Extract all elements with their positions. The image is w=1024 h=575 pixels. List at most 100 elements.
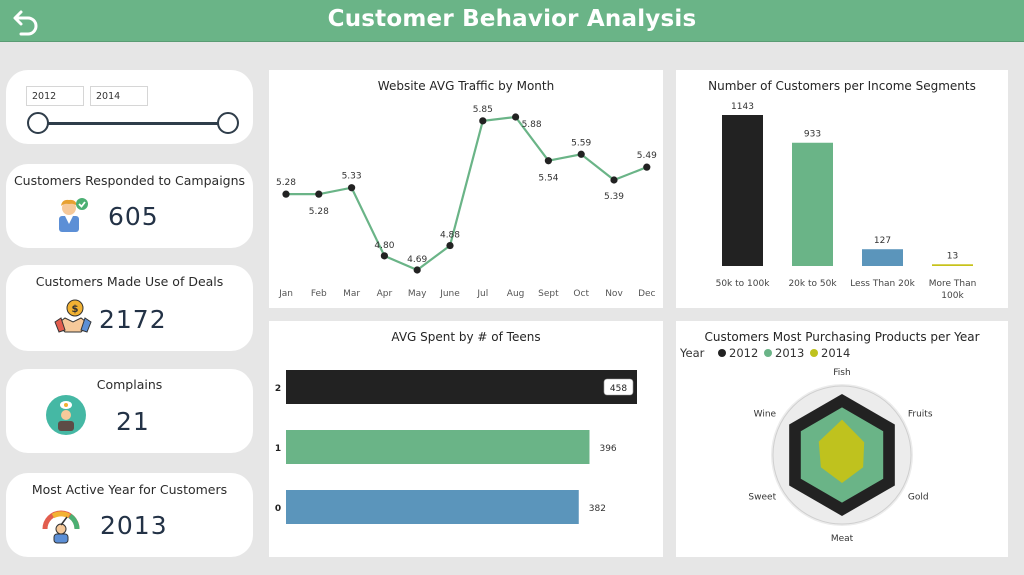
radar-series-2014 bbox=[818, 419, 865, 484]
deal-handshake-icon: $ bbox=[54, 299, 92, 333]
line-data-label: 5.39 bbox=[604, 192, 624, 202]
radar-axis-label: Gold bbox=[908, 493, 929, 503]
products-radar-chart: Year 2012 2013 2014 Fish Fruits Gold Meat Sweet W… bbox=[679, 346, 933, 544]
x-tick-label: 100k bbox=[941, 291, 964, 301]
x-tick-label: More Than bbox=[929, 279, 977, 289]
x-tick-label: Aug bbox=[507, 289, 525, 299]
kpi-card-active-year: Most Active Year for Customers 2013 bbox=[6, 473, 253, 557]
page-title: Customer Behavior Analysis bbox=[327, 6, 697, 32]
person-approve-icon bbox=[59, 198, 88, 232]
bar-value-label: 1143 bbox=[731, 102, 754, 112]
x-tick-label: Jul bbox=[476, 289, 488, 299]
y-tick-label: 1 bbox=[275, 444, 281, 454]
kpi-value: 2013 bbox=[100, 511, 168, 540]
radar-axis-label: Meat bbox=[831, 534, 854, 544]
y-tick-label: 2 bbox=[275, 384, 281, 394]
bar-value-label: 13 bbox=[947, 251, 958, 261]
line-point bbox=[446, 241, 454, 250]
line-point bbox=[577, 150, 585, 158]
radar-ring-line bbox=[772, 385, 912, 525]
year-slider-track[interactable] bbox=[36, 122, 226, 125]
bar-value-label: 127 bbox=[874, 236, 891, 246]
teens-bar bbox=[286, 370, 637, 404]
header-bar: Customer Behavior Analysis bbox=[0, 0, 1024, 42]
x-tick-label: Less Than 20k bbox=[850, 279, 915, 289]
line-point bbox=[512, 113, 520, 121]
year-slicer: 2012 2014 bbox=[6, 70, 253, 144]
line-data-label: 5.85 bbox=[473, 105, 493, 115]
line-data-label: 5.88 bbox=[522, 120, 542, 130]
line-data-label: 5.33 bbox=[342, 172, 362, 182]
x-tick-label: Apr bbox=[377, 289, 393, 299]
teens-bar-chart-panel: AVG Spent by # of Teens 2 458 1 396 0 382 bbox=[269, 321, 663, 557]
radar-axis-label: Fish bbox=[833, 368, 850, 378]
complaint-person-icon bbox=[46, 395, 86, 435]
line-point bbox=[413, 266, 421, 274]
radar-axis-label: Wine bbox=[754, 410, 777, 420]
line-data-label: 4.88 bbox=[440, 231, 460, 241]
x-tick-label: Oct bbox=[573, 289, 589, 299]
bar-value-label: 933 bbox=[804, 130, 821, 140]
kpi-card-deals: Customers Made Use of Deals $ 2172 bbox=[6, 265, 253, 351]
svg-text:$: $ bbox=[72, 304, 79, 315]
income-bar bbox=[722, 115, 763, 266]
legend-label: 2012 bbox=[729, 346, 758, 360]
traffic-line-chart: 5.28 Jan 5.28 Feb 5.33 Mar 4.80 Apr 4.69 May 4.88 J… bbox=[276, 105, 657, 299]
chart-title: Customers Most Purchasing Products per Y… bbox=[704, 330, 980, 344]
year-from-input[interactable]: 2012 bbox=[26, 86, 84, 106]
line-point bbox=[479, 117, 487, 125]
line-point bbox=[610, 176, 618, 184]
x-tick-label: Feb bbox=[311, 289, 327, 299]
chart-title: AVG Spent by # of Teens bbox=[391, 330, 541, 344]
traffic-line-chart-panel: Website AVG Traffic by Month 5.28 Jan 5.28… bbox=[269, 70, 663, 308]
traffic-line-series bbox=[286, 115, 648, 272]
year-slider-end-handle[interactable] bbox=[217, 112, 239, 134]
x-tick-label: Nov bbox=[605, 289, 623, 299]
year-slider-start-handle[interactable] bbox=[27, 112, 49, 134]
back-arrow-icon[interactable] bbox=[12, 7, 42, 37]
kpi-title: Complains bbox=[96, 377, 163, 392]
legend-label: 2013 bbox=[775, 346, 804, 360]
radar-axis-label: Fruits bbox=[908, 410, 933, 420]
line-data-label: 5.54 bbox=[538, 174, 558, 184]
year-to-input[interactable]: 2014 bbox=[90, 86, 148, 106]
line-data-label: 4.80 bbox=[374, 241, 394, 251]
line-point bbox=[282, 190, 290, 198]
kpi-value: 2172 bbox=[99, 305, 167, 334]
x-tick-label: May bbox=[408, 289, 427, 299]
kpi-card-complains: Complains 21 bbox=[6, 369, 253, 453]
kpi-title: Most Active Year for Customers bbox=[31, 482, 228, 497]
x-tick-label: Sept bbox=[538, 289, 559, 299]
chart-title: Number of Customers per Income Segments bbox=[708, 79, 976, 93]
line-point bbox=[315, 190, 323, 198]
line-point bbox=[380, 252, 388, 260]
legend-marker bbox=[718, 349, 726, 357]
x-tick-label: Mar bbox=[343, 289, 360, 299]
legend-label: 2014 bbox=[821, 346, 850, 360]
bar-value-label: 458 bbox=[610, 384, 627, 394]
income-bar bbox=[862, 249, 903, 266]
chart-title: Website AVG Traffic by Month bbox=[377, 79, 555, 93]
line-point bbox=[544, 157, 552, 165]
kpi-card-campaigns: Customers Responded to Campaigns 605 bbox=[6, 164, 253, 248]
legend-marker bbox=[810, 349, 818, 357]
legend-title: Year bbox=[679, 346, 705, 360]
gauge-user-icon bbox=[42, 510, 80, 544]
x-tick-label: 50k to 100k bbox=[716, 279, 771, 289]
x-tick-label: Jan bbox=[278, 289, 293, 299]
kpi-value: 605 bbox=[108, 202, 159, 231]
line-data-label: 5.49 bbox=[637, 151, 657, 161]
value-label-box bbox=[603, 378, 634, 396]
income-bar bbox=[932, 264, 973, 266]
kpi-value: 21 bbox=[116, 407, 150, 436]
kpi-title: Customers Made Use of Deals bbox=[35, 274, 224, 289]
line-data-label: 4.69 bbox=[407, 255, 427, 265]
income-bar bbox=[792, 142, 833, 266]
line-data-label: 5.28 bbox=[309, 207, 329, 217]
x-tick-label: 20k to 50k bbox=[788, 279, 837, 289]
products-radar-chart-panel: Customers Most Purchasing Products per Y… bbox=[676, 321, 1008, 557]
teens-bar-chart: 2 458 1 396 0 382 bbox=[275, 370, 637, 524]
kpi-title: Customers Responded to Campaigns bbox=[13, 173, 246, 188]
x-tick-label: June bbox=[439, 289, 460, 299]
income-bar-chart-panel: Number of Customers per Income Segments … bbox=[676, 70, 1008, 308]
